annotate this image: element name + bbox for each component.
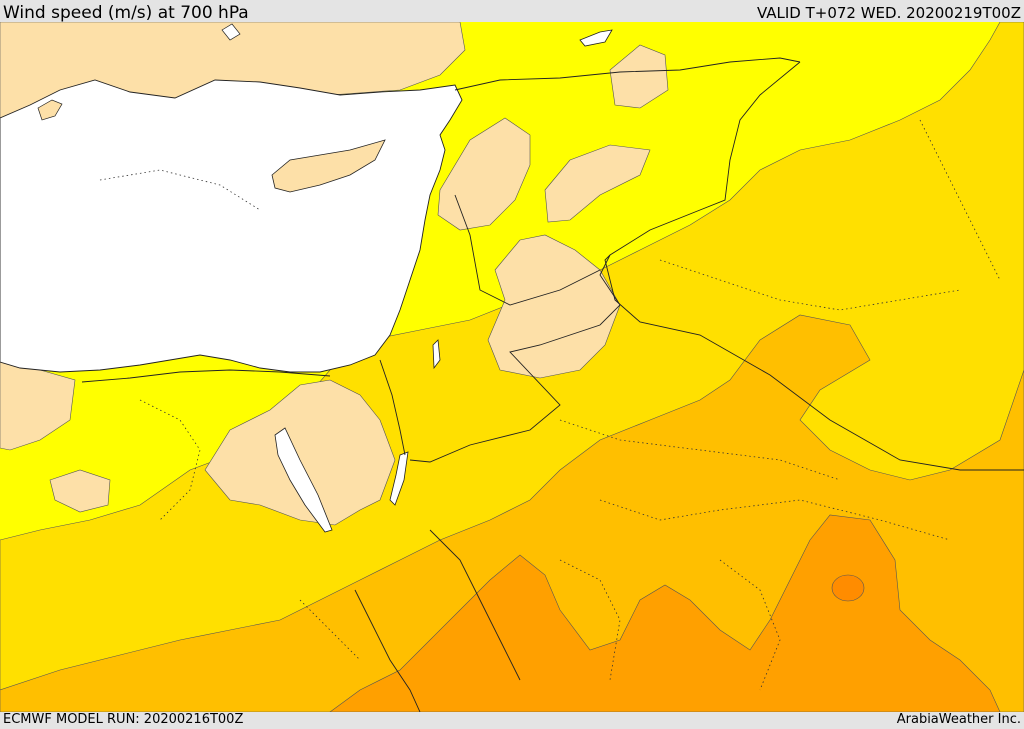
country-borders: [81, 57, 1024, 712]
mediterranean-sea: [0, 79, 463, 373]
gulf-of-aqaba: [389, 451, 409, 506]
island-small: [221, 23, 241, 41]
band-light-lebanon: [437, 117, 531, 231]
band-light-jordan: [487, 234, 621, 379]
band-orange: [329, 514, 1001, 712]
band-light-syria: [544, 144, 651, 223]
band-light-egypt-west: [49, 469, 111, 513]
band-dark-orange: [831, 574, 865, 602]
model-run-label: ECMWF MODEL RUN: 20200216T00Z: [3, 712, 244, 727]
band-light-anatolia-east: [609, 44, 669, 109]
valid-time: VALID T+072 WED. 20200219T00Z: [756, 4, 1021, 22]
band-light-libya: [0, 359, 76, 451]
footer-bar: ECMWF MODEL RUN: 20200216T00Z ArabiaWeat…: [0, 712, 1024, 729]
band-amber: [0, 314, 1024, 712]
island-crete: [37, 99, 63, 121]
gulf-of-suez: [274, 427, 333, 533]
band-light-sinai: [204, 379, 396, 526]
lake-van: [579, 29, 613, 47]
credit-label: ArabiaWeather Inc.: [896, 712, 1021, 727]
region-boundaries: [99, 119, 1001, 691]
dead-sea: [432, 339, 441, 370]
cyprus-island: [271, 139, 386, 193]
map-title: Wind speed (m/s) at 700 hPa: [3, 3, 249, 23]
wind-speed-map[interactable]: [0, 22, 1024, 712]
header-bar: Wind speed (m/s) at 700 hPa VALID T+072 …: [0, 0, 1024, 23]
